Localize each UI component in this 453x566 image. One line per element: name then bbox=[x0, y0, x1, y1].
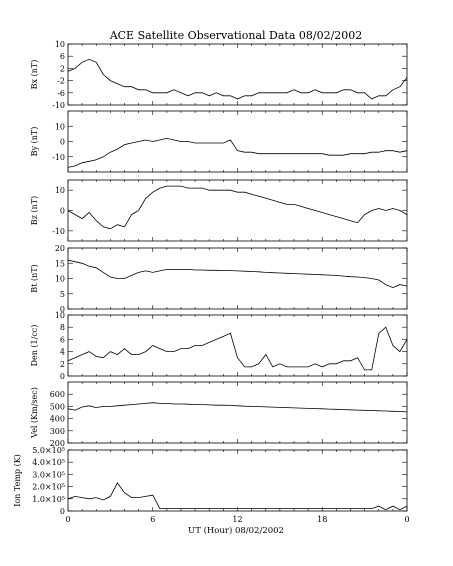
series-line-bt bbox=[67, 259, 408, 289]
panel-frame bbox=[67, 314, 408, 377]
panel-bx: 10 6 2 -2 -6 -10 Bx (nT) bbox=[30, 40, 408, 110]
panel-frame bbox=[67, 110, 408, 173]
y-axis-label: Vel (Km/sec) bbox=[30, 387, 39, 439]
y-tick-label: 8 bbox=[60, 323, 65, 332]
y-tick-label: 4.0×10⁵ bbox=[32, 458, 65, 467]
y-tick-label: 10 bbox=[55, 186, 65, 195]
panel-den: 10 8 6 4 2 0 Den (1/cc) bbox=[30, 311, 408, 381]
y-tick-label: 15 bbox=[55, 259, 65, 268]
series-line-by bbox=[67, 137, 408, 168]
series-line-den bbox=[67, 326, 408, 371]
y-axis-label: Den (1/cc) bbox=[30, 325, 39, 367]
y-tick-label: 600 bbox=[50, 390, 65, 399]
y-tick-label: 2 bbox=[60, 360, 65, 369]
y-tick-label: -10 bbox=[52, 153, 65, 162]
y-tick-label: 5 bbox=[60, 290, 65, 299]
y-tick-label: 500 bbox=[50, 402, 65, 411]
y-tick-label: 2 bbox=[60, 64, 65, 73]
chart-title: ACE Satellite Observational Data 08/02/2… bbox=[109, 29, 363, 42]
panel-by: 10 0 -10 By (nT) bbox=[30, 110, 408, 173]
panel-frame bbox=[67, 179, 408, 242]
panel-bt: 20 15 10 5 0 Bt (nT) bbox=[30, 244, 408, 314]
y-tick-label: -6 bbox=[57, 89, 65, 98]
x-tick-label: 12 bbox=[232, 515, 242, 524]
x-tick-label: 0 bbox=[404, 515, 409, 524]
y-axis-label: Bz (nT) bbox=[30, 196, 39, 225]
y-tick-label: 20 bbox=[55, 244, 65, 253]
panel-ion-temp: 5.0×10⁵ 4.0×10⁵ 3.0×10⁵ 2.0×10⁵ 1.0×10⁵ 0 Ion … bbox=[13, 446, 408, 516]
panel-bz: 10 0 -10 Bz (nT) bbox=[30, 179, 408, 242]
y-tick-label: 4 bbox=[60, 348, 65, 357]
x-axis: 0 6 12 18 0 bbox=[65, 515, 409, 524]
y-tick-label: 200 bbox=[50, 439, 65, 448]
panel-vel: 600 500 400 300 200 Vel (Km/sec) bbox=[30, 381, 408, 448]
series-line-ion-temp bbox=[67, 482, 408, 511]
y-tick-label: 10 bbox=[55, 122, 65, 131]
y-tick-label: 400 bbox=[50, 415, 65, 424]
y-tick-label: 2.0×10⁵ bbox=[32, 483, 65, 492]
x-axis-label: UT (Hour) 08/02/2002 bbox=[188, 525, 284, 536]
y-tick-label: 0 bbox=[60, 305, 65, 314]
panel-frame bbox=[67, 381, 408, 444]
y-tick-label: 10 bbox=[55, 311, 65, 320]
y-tick-label: 1.0×10⁵ bbox=[32, 495, 65, 504]
y-tick-label: 0 bbox=[60, 507, 65, 516]
y-axis-label: Ion Temp (K) bbox=[13, 454, 22, 507]
y-tick-label: 10 bbox=[55, 40, 65, 49]
y-tick-label: -10 bbox=[52, 227, 65, 236]
y-tick-label: 6 bbox=[60, 335, 65, 344]
series-line-bx bbox=[67, 58, 408, 100]
y-tick-label: 0 bbox=[60, 372, 65, 381]
y-tick-label: 300 bbox=[50, 427, 65, 436]
y-tick-label: -10 bbox=[52, 101, 65, 110]
x-tick-label: 18 bbox=[317, 515, 327, 524]
x-tick-label: 6 bbox=[150, 515, 155, 524]
y-tick-label: 3.0×10⁵ bbox=[32, 470, 65, 479]
y-axis-label: Bt (nT) bbox=[30, 264, 39, 292]
x-tick-label: 0 bbox=[65, 515, 70, 524]
y-axis-label: Bx (nT) bbox=[30, 60, 39, 90]
y-tick-label: 5.0×10⁵ bbox=[32, 446, 65, 455]
y-axis-label: By (nT) bbox=[30, 127, 39, 157]
series-line-vel bbox=[67, 402, 408, 413]
panel-frame bbox=[67, 43, 408, 106]
y-tick-label: 0 bbox=[60, 207, 65, 216]
panel-frame bbox=[67, 449, 408, 512]
y-tick-label: 10 bbox=[55, 275, 65, 284]
y-tick-label: -2 bbox=[57, 77, 65, 86]
series-line-bz bbox=[67, 185, 408, 230]
y-tick-label: 0 bbox=[60, 138, 65, 147]
y-tick-label: 6 bbox=[60, 52, 65, 61]
